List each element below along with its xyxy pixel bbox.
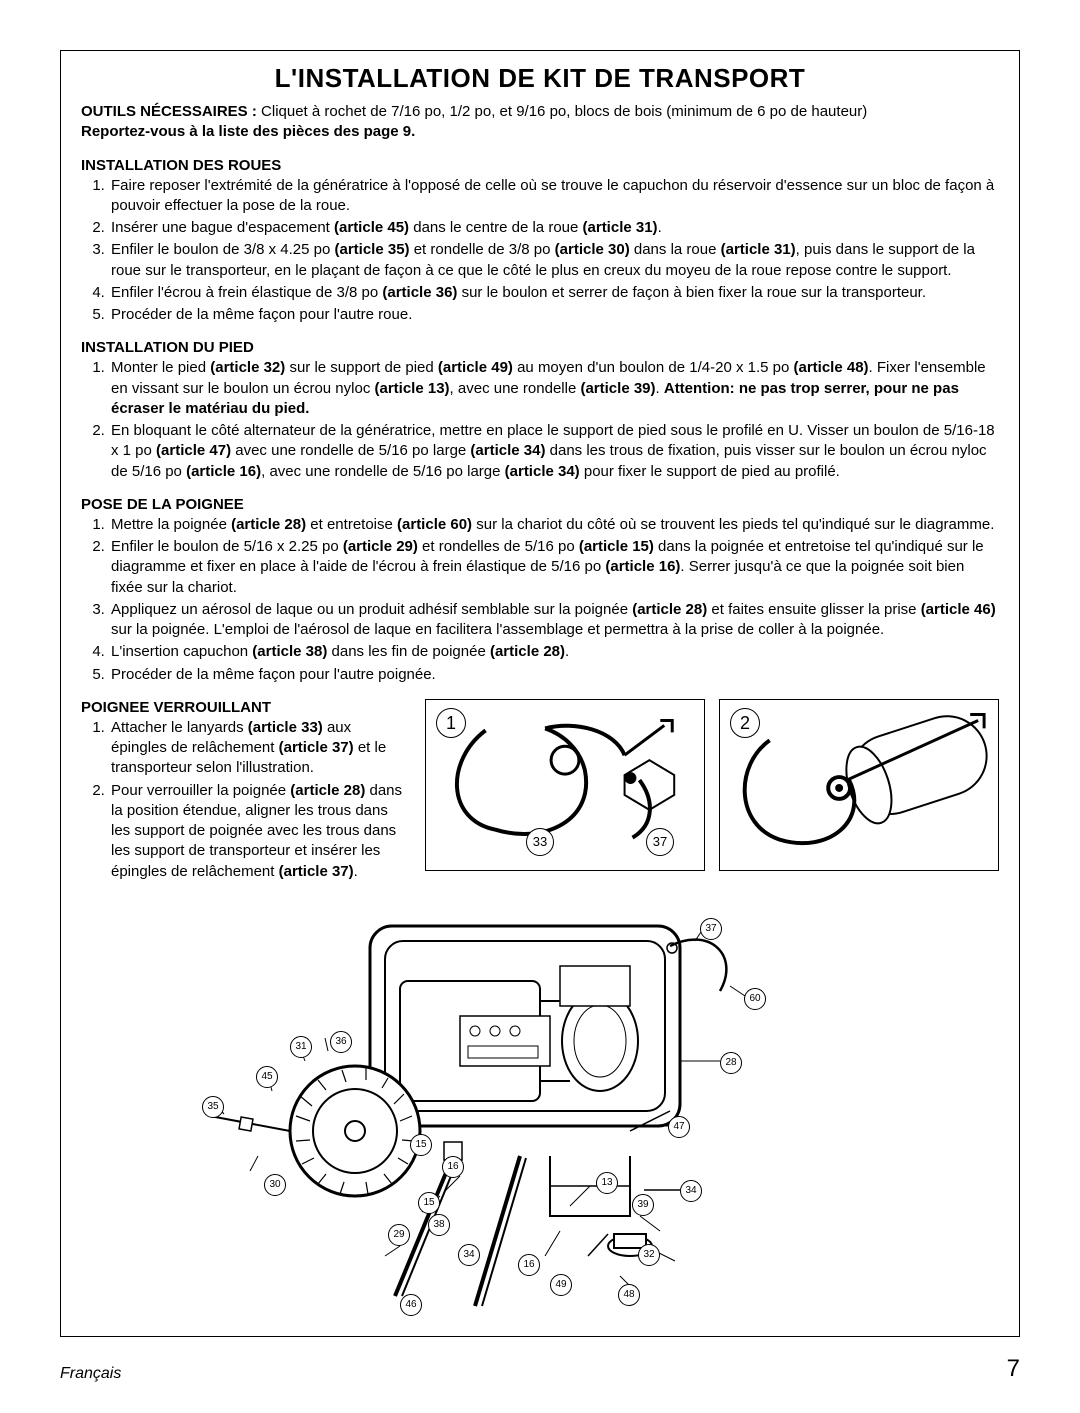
label-16: 16 xyxy=(518,1254,540,1276)
list-item: Enfiler l'écrou à frein élastique de 3/8… xyxy=(109,283,999,303)
text: Faire reposer l'extrémité de la génératr… xyxy=(111,177,994,214)
lock-text-column: POIGNEE VERROUILLANT Attacher le lanyard… xyxy=(81,699,411,884)
list-item: Enfiler le boulon de 3/8 x 4.25 po (arti… xyxy=(109,240,999,281)
text: Appliquez un aérosol de laque ou un prod… xyxy=(111,601,996,638)
text: Attacher le lanyards (article 33) aux ép… xyxy=(111,719,386,777)
label-31: 31 xyxy=(290,1036,312,1058)
section-foot-heading: INSTALLATION DU PIED xyxy=(81,339,999,356)
reportez-text: Reportez-vous à la liste des pièces des … xyxy=(81,123,415,140)
section-wheels-heading: INSTALLATION DES ROUES xyxy=(81,157,999,174)
tools-text: Cliquet à rochet de 7/16 po, 1/2 po, et … xyxy=(261,103,867,120)
section-wheels-list: Faire reposer l'extrémité de la génératr… xyxy=(81,176,999,326)
label-38: 38 xyxy=(428,1214,450,1236)
list-item: Insérer une bague d'espacement (article … xyxy=(109,218,999,238)
label-34b: 34 xyxy=(458,1244,480,1266)
list-item: Mettre la poignée (article 28) et entret… xyxy=(109,515,999,535)
text: En bloquant le côté alternateur de la gé… xyxy=(111,422,995,480)
label-46: 46 xyxy=(400,1294,422,1316)
label-60: 60 xyxy=(744,988,766,1010)
section-handle-heading: POSE DE LA POIGNEE xyxy=(81,496,999,513)
label-37: 37 xyxy=(700,918,722,940)
text: Procéder de la même façon pour l'autre r… xyxy=(111,306,412,323)
text: L'insertion capuchon (article 38) dans l… xyxy=(111,643,569,660)
label-48: 48 xyxy=(618,1284,640,1306)
label-30: 30 xyxy=(264,1174,286,1196)
label-15b: 15 xyxy=(410,1134,432,1156)
section-foot-list: Monter le pied (article 32) sur le suppo… xyxy=(81,358,999,482)
document-page: L'INSTALLATION DE KIT DE TRANSPORT OUTIL… xyxy=(0,0,1080,1413)
label-15: 15 xyxy=(418,1192,440,1214)
label-16b: 16 xyxy=(442,1156,464,1178)
step-number: 2 xyxy=(730,708,760,738)
label-49: 49 xyxy=(550,1274,572,1296)
text: Mettre la poignée (article 28) et entret… xyxy=(111,516,994,533)
text: Monter le pied (article 32) sur le suppo… xyxy=(111,359,986,417)
list-item: Monter le pied (article 32) sur le suppo… xyxy=(109,358,999,419)
text: Enfiler l'écrou à frein élastique de 3/8… xyxy=(111,284,926,301)
list-item: Enfiler le boulon de 5/16 x 2.25 po (art… xyxy=(109,537,999,598)
section-lock-list: Attacher le lanyards (article 33) aux ép… xyxy=(81,718,411,882)
label-29: 29 xyxy=(388,1224,410,1246)
list-item: Pour verrouiller la poignée (article 28)… xyxy=(109,781,411,882)
footer-language: Français xyxy=(60,1365,121,1383)
lanyard-svg-2 xyxy=(720,700,998,870)
text: Insérer une bague d'espacement (article … xyxy=(111,219,662,236)
list-item: Procéder de la même façon pour l'autre r… xyxy=(109,305,999,325)
label-28: 28 xyxy=(720,1052,742,1074)
generator-svg xyxy=(200,896,880,1316)
label-39: 39 xyxy=(632,1194,654,1216)
list-item: L'insertion capuchon (article 38) dans l… xyxy=(109,642,999,662)
list-item: Attacher le lanyards (article 33) aux ép… xyxy=(109,718,411,779)
label-47: 47 xyxy=(668,1116,690,1138)
page-title: L'INSTALLATION DE KIT DE TRANSPORT xyxy=(81,63,999,94)
page-footer: Français 7 xyxy=(60,1355,1020,1383)
list-item: Procéder de la même façon pour l'autre p… xyxy=(109,665,999,685)
step-number: 1 xyxy=(436,708,466,738)
section-handle-list: Mettre la poignée (article 28) et entret… xyxy=(81,515,999,685)
generator-exploded-diagram: 37 60 28 47 34 13 39 32 48 49 16 34 38 2… xyxy=(200,896,880,1316)
list-item: Faire reposer l'extrémité de la génératr… xyxy=(109,176,999,217)
content-border: L'INSTALLATION DE KIT DE TRANSPORT OUTIL… xyxy=(60,50,1020,1337)
label-35: 35 xyxy=(202,1096,224,1118)
lock-row: POIGNEE VERROUILLANT Attacher le lanyard… xyxy=(81,699,999,884)
lanyard-diagram-1: 1 33 37 xyxy=(425,699,705,871)
label-33: 33 xyxy=(526,828,554,856)
intro-block: OUTILS NÉCESSAIRES : Cliquet à rochet de… xyxy=(81,102,999,143)
footer-page-number: 7 xyxy=(1007,1355,1020,1383)
lanyard-diagram-2: 2 xyxy=(719,699,999,871)
label-34: 34 xyxy=(680,1180,702,1202)
label-45: 45 xyxy=(256,1066,278,1088)
label-36: 36 xyxy=(330,1031,352,1053)
text: Pour verrouiller la poignée (article 28)… xyxy=(111,782,402,880)
list-item: Appliquez un aérosol de laque ou un prod… xyxy=(109,600,999,641)
tools-label: OUTILS NÉCESSAIRES : xyxy=(81,103,257,120)
list-item: En bloquant le côté alternateur de la gé… xyxy=(109,421,999,482)
label-37: 37 xyxy=(646,828,674,856)
label-32: 32 xyxy=(638,1244,660,1266)
label-13: 13 xyxy=(596,1172,618,1194)
text: Procéder de la même façon pour l'autre p… xyxy=(111,666,436,683)
section-lock-heading: POIGNEE VERROUILLANT xyxy=(81,699,411,716)
text: Enfiler le boulon de 3/8 x 4.25 po (arti… xyxy=(111,241,975,278)
text: Enfiler le boulon de 5/16 x 2.25 po (art… xyxy=(111,538,984,596)
